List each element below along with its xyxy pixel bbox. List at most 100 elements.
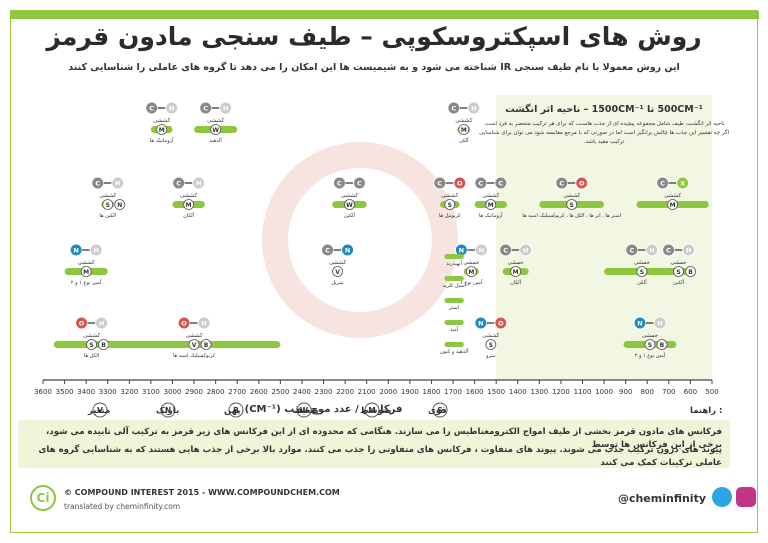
intensity-badge (644, 339, 656, 350)
intensity-badge (102, 199, 114, 210)
carbonyl-bar (444, 254, 464, 259)
band-group-label: آمین نوع ۱ و ۲ (71, 279, 102, 286)
atom-1-label: O (181, 320, 187, 328)
x-tick-label: 3100 (142, 388, 160, 396)
x-tick-label: 1200 (552, 388, 570, 396)
x-tick-label: 3400 (77, 388, 95, 396)
telegram-icon[interactable] (712, 487, 732, 507)
band-group-label: آلکن (459, 137, 469, 144)
intensity-badge-label: M (159, 127, 165, 134)
intensity-badge-label: S (570, 202, 574, 209)
intensity-badge (458, 124, 470, 135)
intensity-badge-2-label: B (688, 269, 693, 276)
band-type-label: کششی (99, 192, 116, 199)
band-group-label: نیترو (485, 353, 496, 359)
atom-2-label: O (457, 180, 463, 188)
x-tick-label: 1000 (595, 388, 613, 396)
legend-badge-code: N (165, 406, 171, 415)
band-type-label: کششی (482, 192, 499, 199)
carbonyl-label: آنهیدرید (446, 260, 462, 267)
atom-1-label: C (478, 180, 483, 188)
x-tick-label: 1600 (466, 388, 484, 396)
x-tick-label: 700 (662, 388, 675, 396)
band-type-label: کششی (455, 117, 472, 124)
intensity-badge (673, 266, 684, 277)
legend-badge (364, 402, 380, 418)
top-accent-bar (11, 11, 759, 19)
atom-2 (467, 101, 481, 115)
x-tick-label: 2600 (250, 388, 268, 396)
carbonyl-label: آلدهید و کتون (440, 348, 469, 355)
x-tick-label: 1800 (423, 388, 441, 396)
atom-1-label: N (478, 320, 483, 328)
atom-2-label: H (686, 247, 691, 255)
atom-2 (89, 243, 103, 257)
atom-2-label: X (680, 180, 685, 188)
x-tick-label: 3600 (34, 388, 52, 396)
atom-2 (519, 243, 533, 257)
atom-1-label: C (95, 180, 100, 188)
x-tick-label: 3000 (164, 388, 182, 396)
intensity-badge (636, 266, 648, 277)
intensity-badge (444, 199, 456, 210)
intensity-badge-2-label: N (117, 202, 122, 209)
atom-2 (653, 316, 667, 330)
band-group-label: آلکین ها (99, 212, 116, 219)
intensity-badge (344, 199, 355, 210)
legend-label: باریک (156, 406, 179, 416)
intensity-badge-label: M (186, 202, 192, 209)
footer-copyright: © COMPOUND INTEREST 2015 - WWW.COMPOUNDC… (64, 488, 340, 497)
x-tick-label: 1700 (444, 388, 462, 396)
atom-1-label: C (176, 180, 181, 188)
intensity-badge-label: M (513, 269, 519, 276)
intensity-badge-2-label: B (204, 342, 209, 349)
atom-2-label: N (345, 247, 350, 255)
intensity-badge-label: M (461, 127, 467, 134)
intensity-badge (332, 266, 343, 277)
atom-2-label: H (657, 320, 662, 328)
intensity-badge-label: W (346, 202, 353, 209)
x-tick-label: 2200 (336, 388, 354, 396)
band-type-label: کششی (186, 332, 203, 339)
atom-1-label: C (629, 247, 634, 255)
footer-handle: @cheminfinity (617, 492, 706, 505)
atom-1-label: N (73, 247, 78, 255)
intensity-badge-label: S (640, 269, 644, 276)
intensity-badge (210, 124, 222, 135)
atom-2 (197, 316, 211, 330)
x-tick-label: 2800 (207, 388, 225, 396)
intensity-badge (485, 339, 497, 350)
carbonyl-bar (444, 298, 464, 303)
intensity-badge-label: V (335, 269, 340, 276)
intensity-badge-2 (685, 266, 696, 277)
band-type-label: کششی (341, 192, 358, 199)
intensity-badge-label: S (106, 202, 110, 209)
band-type-label: کششی (441, 192, 458, 199)
legend-badge-code: B (233, 406, 239, 415)
legend-label: ضعیف (292, 406, 319, 416)
atom-1-label: C (437, 180, 442, 188)
intensity-badge-label: W (212, 127, 219, 134)
legend-badge (432, 402, 448, 418)
band-type-label: کششی (329, 259, 346, 266)
atom-2 (352, 176, 366, 190)
atom-1-label: C (660, 180, 665, 188)
fingerprint-region (496, 95, 712, 380)
instagram-icon[interactable] (736, 487, 756, 507)
carbonyl-label: آسیل کلرید (442, 282, 466, 289)
intensity-badge-label: M (670, 202, 676, 209)
atom-2-label: O (498, 320, 504, 328)
explanation-line-1: فرکانس های مادون قرمز بخشی از طیف امواج … (46, 427, 722, 450)
atom-2-label: H (115, 180, 120, 188)
x-tick-label: 500 (705, 388, 718, 396)
legend-badge-code: V (97, 406, 103, 415)
band-group-label: کربوکسیلیک اسید ها (173, 353, 216, 359)
intensity-badge-label: S (676, 269, 680, 276)
x-tick-label: 2300 (315, 388, 333, 396)
band-group-label: آمین نوع ۱ (460, 279, 483, 286)
atom-1-label: C (559, 180, 564, 188)
atom-1-label: C (325, 247, 330, 255)
legend-label: پهن (224, 406, 240, 416)
intensity-badge-label: S (648, 342, 652, 349)
intensity-badge (156, 124, 168, 135)
